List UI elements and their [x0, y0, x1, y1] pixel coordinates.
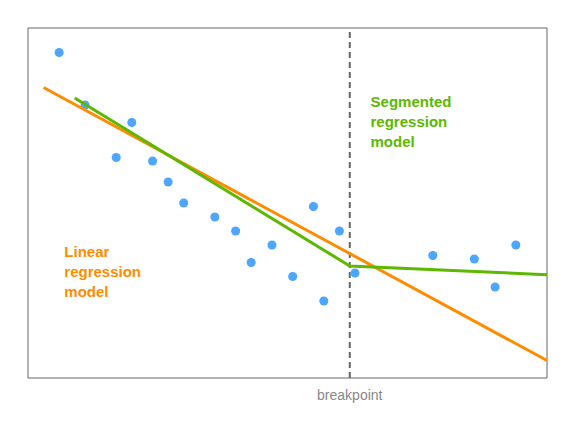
svg-text:Linearregressionmodel: Linearregressionmodel	[64, 243, 141, 300]
svg-text:Segmentedregressionmodel: Segmentedregressionmodel	[371, 92, 452, 149]
svg-text:breakpoint: breakpoint	[317, 387, 382, 403]
